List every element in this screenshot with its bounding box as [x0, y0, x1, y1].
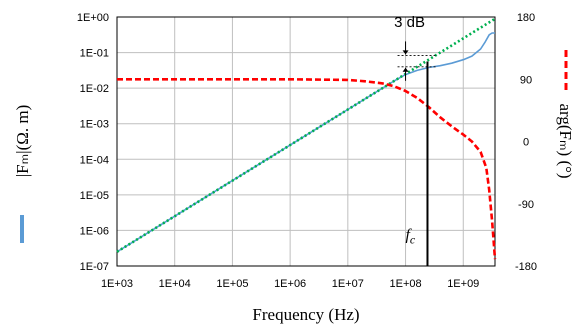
x-tick-labels: 1E+03 1E+04 1E+05 1E+06 1E+07 1E+08 1E+09 — [101, 278, 479, 290]
x-tick-label: 1E+08 — [389, 278, 421, 290]
fc-label-subscript: c — [410, 232, 416, 246]
series-lines — [116, 17, 497, 260]
fc-label: fc — [405, 226, 415, 246]
annotations: 3 dB fc — [394, 14, 436, 266]
y-right-label-group: arg(Fₘ) (°) — [556, 103, 575, 178]
x-tick-label: 1E+06 — [274, 278, 306, 290]
series-asymptote-line — [116, 17, 496, 253]
y-left-axis-label: |Fₘ|(Ω. m) — [13, 105, 32, 178]
plot-area-border — [116, 16, 496, 267]
y-right-tick-label: 180 — [517, 12, 535, 24]
y-right-tick-label: 90 — [520, 74, 532, 86]
grid-lines — [117, 17, 495, 266]
y-right-tick-label: 0 — [523, 137, 529, 149]
y-left-tick-label: 1E-04 — [80, 154, 109, 166]
x-tick-label: 1E+05 — [216, 278, 248, 290]
y-left-tick-label: 1E-05 — [80, 190, 109, 202]
y-left-tick-label: 1E-03 — [80, 119, 109, 131]
x-tick-label: 1E+03 — [101, 278, 133, 290]
x-tick-label: 1E+04 — [159, 278, 191, 290]
three-db-arrowhead-down — [402, 50, 409, 55]
three-db-label: 3 dB — [394, 14, 425, 31]
series-magnitude-line — [116, 32, 495, 253]
y-right-axis-label: arg(Fₘ) (°) — [556, 103, 575, 178]
y-left-tick-label: 1E-02 — [80, 83, 109, 95]
x-tick-label: 1E+09 — [447, 278, 479, 290]
y-right-tick-label: -90 — [518, 199, 534, 211]
y-left-label-group: |Fₘ|(Ω. m) — [13, 105, 32, 178]
y-left-tick-label: 1E-07 — [80, 261, 109, 273]
y-left-tick-label: 1E-06 — [80, 225, 109, 237]
y-right-tick-labels: 180 90 0 -90 -180 — [515, 12, 537, 273]
three-db-arrowhead-up — [402, 67, 409, 72]
series-phase-line — [117, 78, 497, 260]
y-left-tick-label: 1E+00 — [77, 12, 109, 24]
y-right-tick-label: -180 — [515, 261, 537, 273]
y-left-tick-label: 1E-01 — [80, 48, 109, 60]
x-tick-label: 1E+07 — [332, 278, 364, 290]
x-axis-label: Frequency (Hz) — [252, 305, 359, 324]
y-left-tick-labels: 1E+00 1E-01 1E-02 1E-03 1E-04 1E-05 1E-06 1E-07 — [77, 12, 109, 273]
